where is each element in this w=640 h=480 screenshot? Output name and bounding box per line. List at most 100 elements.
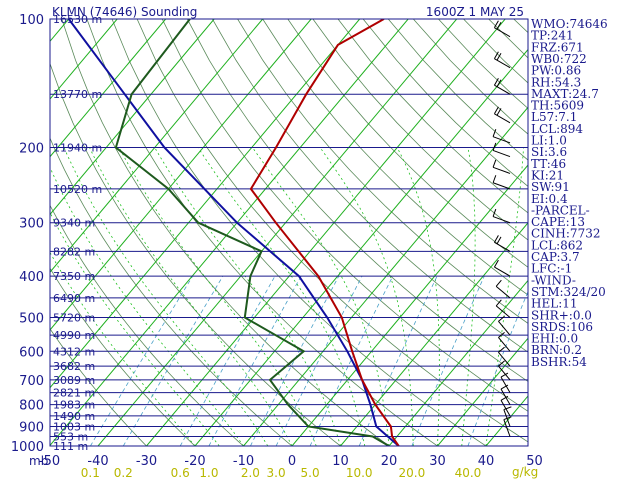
wind-barb-flag	[496, 79, 502, 87]
stats-panel: WMO:74646TP:241FRZ:671WB0:722PW:0.86RH:5…	[531, 17, 608, 369]
mixing-ratio-tick-label: 0.2	[114, 466, 133, 480]
stat-line: SI:3.6	[531, 145, 567, 159]
wind-barb	[500, 395, 511, 417]
wind-barb-flag	[492, 175, 497, 183]
wind-barb	[495, 279, 511, 299]
height-label: 6490 m	[53, 292, 95, 305]
pressure-tick-label: 1000	[11, 440, 44, 455]
wind-barb	[500, 384, 511, 405]
wind-barb	[493, 106, 511, 124]
wind-barb-flag	[496, 108, 502, 116]
pressure-tick-label: 200	[19, 142, 44, 157]
dewpoint-trace	[114, 19, 390, 446]
isotherm-line	[291, 164, 528, 446]
stat-line: SRDS:106	[531, 320, 593, 334]
wind-barb-staff	[492, 216, 511, 224]
stat-line: HEL:11	[531, 297, 578, 311]
stat-line: SW:91	[531, 180, 570, 194]
stat-line: MAXT:24.7	[531, 87, 599, 101]
wind-barb-staff	[495, 305, 511, 318]
wind-barb-staff	[498, 321, 511, 336]
pressure-tick-label: 400	[19, 270, 44, 285]
wind-barb	[493, 235, 511, 252]
height-label: 7350 m	[53, 270, 95, 283]
wind-barb-staff	[500, 376, 511, 393]
wind-barb-staff	[492, 166, 511, 174]
isotherm-line	[243, 106, 528, 446]
stat-line: L57:7.1	[531, 110, 577, 124]
wind-barb-flag	[495, 299, 502, 307]
plot-frame	[49, 18, 529, 447]
wind-barb-flag	[493, 20, 499, 28]
wind-barbs	[492, 20, 512, 437]
isotherm-line	[146, 19, 506, 446]
height-label: 1003 m	[53, 420, 95, 433]
isotherm-line	[50, 19, 167, 158]
mixing-ratio-tick-label: 0.6	[171, 466, 190, 480]
stat-line: SHR+:0.0	[531, 308, 592, 322]
grid-lines	[50, 19, 528, 446]
mixing-ratio-tick-label: 1.0	[199, 466, 218, 480]
height-label: 13770 m	[53, 88, 102, 101]
wind-barb	[498, 331, 511, 352]
mixing-ratio-tick-label: 40.0	[455, 466, 482, 480]
wind-barb-flag	[500, 384, 509, 390]
isotherm-line	[97, 19, 458, 446]
stat-line: BSHR:54	[531, 355, 587, 369]
sounding-time: 1600Z 1 MAY 25	[426, 5, 524, 19]
wind-barb-staff	[492, 182, 511, 190]
wind-barb-staff	[498, 352, 511, 367]
wind-barb-flag	[492, 128, 497, 137]
stat-line: -WIND-	[531, 273, 576, 287]
wind-barb	[503, 416, 512, 437]
wind-barb-flag	[498, 331, 505, 338]
wind-barb	[492, 208, 511, 224]
isotherm-line	[50, 19, 264, 273]
mixing-ratio-tick-label: 5.0	[301, 466, 320, 480]
mixing-ratio-tick-label: 20.0	[399, 466, 426, 480]
wind-barb	[492, 159, 511, 174]
station-title: KLMN (74646) Sounding	[52, 5, 197, 19]
wind-barb	[492, 142, 511, 158]
stat-line: EHI:0.0	[531, 332, 578, 346]
wind-barb-flag	[492, 208, 497, 217]
wind-barb	[492, 128, 511, 144]
stat-line: LCL:862	[531, 238, 583, 252]
stat-line: -PARCEL-	[531, 203, 590, 217]
wind-barb	[498, 360, 511, 381]
wind-barb-staff	[492, 136, 511, 144]
temperature-axis: -50 -40 -30 -20 -10 0 10 20 30 40 50	[39, 454, 543, 469]
wind-barb	[493, 259, 511, 277]
wind-barb	[493, 51, 511, 69]
temperature-tick-label: -10	[233, 454, 254, 469]
stat-line: TP:241	[531, 29, 574, 43]
stat-line: TT:46	[531, 157, 566, 171]
wind-barb	[498, 315, 511, 336]
height-label: 4312 m	[53, 345, 95, 358]
stat-line: LCL:894	[531, 122, 583, 136]
wind-barb-staff	[500, 388, 511, 405]
height-label: 9340 m	[53, 217, 95, 230]
wind-barb-flag	[503, 406, 512, 411]
stat-line: LI:1.0	[531, 134, 567, 148]
wind-barb-staff	[498, 337, 511, 352]
height-label: 11940 m	[53, 142, 102, 155]
isotherm-line	[388, 279, 528, 446]
wind-barb	[493, 20, 511, 38]
moist-adiabat-line	[63, 147, 269, 446]
wind-barb-staff	[495, 285, 511, 299]
wind-barb-flag	[493, 259, 499, 268]
height-label: 553 m	[53, 430, 88, 443]
stat-line: LFC:-1	[531, 262, 572, 276]
wind-barb-staff	[494, 266, 511, 277]
isotherm-line	[437, 337, 528, 446]
height-label: 4990 m	[53, 329, 95, 342]
pressure-tick-label: 600	[19, 345, 44, 360]
wind-barb	[498, 346, 511, 367]
isotherm-line	[50, 19, 361, 389]
wind-barb-flag	[503, 416, 512, 421]
wind-barb	[492, 175, 511, 190]
wind-barb	[495, 299, 511, 318]
moist-adiabat-line	[118, 147, 317, 446]
moist-adiabat-line	[89, 147, 293, 446]
